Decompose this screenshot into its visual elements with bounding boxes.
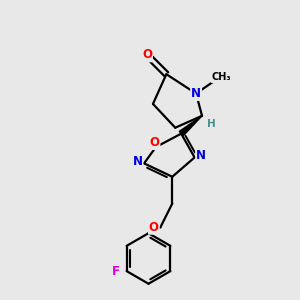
Text: CH₃: CH₃ [212,72,231,82]
Text: H: H [207,119,215,129]
Text: O: O [149,136,160,149]
Polygon shape [179,116,202,136]
Text: O: O [142,48,152,62]
Text: F: F [112,265,120,278]
Text: N: N [196,149,206,162]
Text: O: O [149,221,159,234]
Text: N: N [133,155,142,168]
Text: N: N [191,87,201,100]
